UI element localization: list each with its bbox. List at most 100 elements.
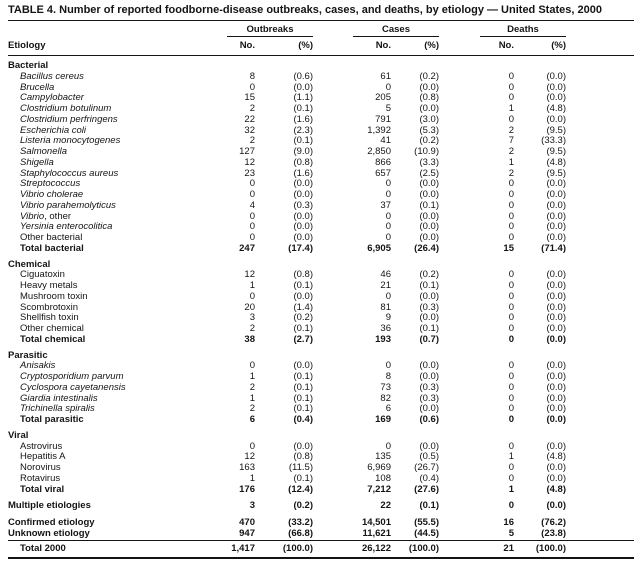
summary-row: Multiple etiologies 3 (0.2) 22 (0.1) 0 (0.0) bbox=[8, 495, 634, 512]
table-row: Trichinella spiralis 2 (0.1) 6 (0.0) 0 (0.0) bbox=[8, 404, 634, 415]
value-cell: (0.1) bbox=[293, 393, 313, 404]
row-spacer bbox=[566, 313, 634, 324]
value-cell: (0.0) bbox=[419, 404, 439, 415]
row-label: Multiple etiologies bbox=[8, 500, 91, 512]
value-cell: (23.8) bbox=[541, 528, 566, 539]
column-header-outbreaks-pct: (%) bbox=[255, 37, 313, 56]
value-cell: 12 bbox=[244, 452, 255, 463]
value-cell: (66.8) bbox=[288, 528, 313, 539]
table-row: Clostridium botulinum 2 (0.1) 5 (0.0) 1 (4.8) bbox=[8, 104, 634, 115]
row-label: Bacillus cereus bbox=[20, 71, 84, 82]
row-spacer bbox=[566, 126, 634, 137]
value-cell: (4.8) bbox=[546, 104, 566, 114]
value-cell: (2.7) bbox=[293, 334, 313, 345]
value-cell: (0.0) bbox=[419, 82, 439, 93]
value-cell: (0.0) bbox=[546, 302, 566, 313]
value-cell: (0.0) bbox=[293, 82, 313, 93]
value-cell: 7,212 bbox=[367, 484, 391, 495]
table-row: Cyclospora cayetanensis 2 (0.1) 73 (0.3) 0 (0.… bbox=[8, 383, 634, 394]
value-cell: 61 bbox=[380, 71, 391, 82]
table-body: Bacterial Bacillus cereus 8 (0.6) 61 (0.2) 0 (0… bbox=[8, 56, 634, 560]
value-cell: 0 bbox=[508, 382, 514, 393]
section-total-row: Total bacterial 247 (17.4) 6,905 (26.4) 15 (71… bbox=[8, 244, 634, 255]
value-cell: (0.0) bbox=[546, 71, 566, 82]
row-spacer bbox=[566, 529, 634, 540]
row-spacer bbox=[566, 169, 634, 180]
value-cell: (0.1) bbox=[293, 136, 313, 147]
row-label: Cyclospora cayetanensis bbox=[20, 382, 126, 393]
value-cell: (4.8) bbox=[546, 157, 566, 168]
table-row: Rotavirus 1 (0.1) 108 (0.4) 0 (0.0) bbox=[8, 474, 634, 485]
row-label: Clostridium perfringens bbox=[20, 114, 118, 125]
value-cell: (0.0) bbox=[546, 463, 566, 473]
table-row: Heavy metals 1 (0.1) 21 (0.1) 0 (0.0) bbox=[8, 281, 634, 292]
value-cell: 0 bbox=[508, 93, 514, 104]
value-cell: 2,850 bbox=[367, 147, 391, 157]
value-cell: 3 bbox=[249, 313, 255, 324]
row-label: Total viral bbox=[20, 484, 65, 495]
column-header-etiology: Etiology bbox=[8, 37, 215, 56]
value-cell: 12 bbox=[244, 157, 255, 168]
value-cell: (1.4) bbox=[293, 302, 313, 313]
value-cell: 0 bbox=[385, 179, 391, 190]
row-label: Total parasitic bbox=[20, 415, 84, 425]
value-cell: (0.0) bbox=[546, 211, 566, 222]
value-cell: (0.0) bbox=[419, 179, 439, 190]
value-cell: 6 bbox=[249, 415, 255, 425]
value-cell: 0 bbox=[508, 324, 514, 334]
row-spacer bbox=[566, 93, 634, 104]
value-cell: 135 bbox=[375, 452, 391, 463]
row-label: Campylobacter bbox=[20, 93, 84, 104]
value-cell: 38 bbox=[244, 334, 255, 345]
value-cell: (0.2) bbox=[293, 313, 313, 324]
value-cell: (0.0) bbox=[419, 190, 439, 200]
value-cell: (0.1) bbox=[293, 281, 313, 291]
row-spacer bbox=[566, 485, 634, 496]
row-label: Vibrio, other bbox=[20, 211, 72, 222]
value-cell: 21 bbox=[439, 539, 514, 560]
table-row: Campylobacter 15 (1.1) 205 (0.8) 0 (0.0) bbox=[8, 93, 634, 104]
value-cell: (0.0) bbox=[546, 500, 566, 512]
value-cell: 0 bbox=[508, 404, 514, 415]
value-cell: (0.0) bbox=[546, 200, 566, 211]
row-spacer bbox=[566, 512, 634, 529]
row-label: Other chemical bbox=[20, 324, 84, 334]
table-row: Streptococcus 0 (0.0) 0 (0.0) 0 (0.0) bbox=[8, 179, 634, 190]
value-cell: (0.3) bbox=[293, 200, 313, 211]
value-cell: (9.5) bbox=[546, 125, 566, 136]
value-cell: (0.0) bbox=[546, 93, 566, 104]
value-cell: (0.4) bbox=[293, 415, 313, 425]
value-cell: 193 bbox=[375, 334, 391, 345]
value-cell: 6,905 bbox=[367, 243, 391, 254]
value-cell: (0.7) bbox=[419, 334, 439, 345]
row-label: Shigella bbox=[20, 157, 54, 168]
row-spacer bbox=[566, 335, 634, 346]
value-cell: 37 bbox=[380, 200, 391, 211]
value-cell: 0 bbox=[249, 82, 255, 93]
value-cell: 470 bbox=[239, 517, 255, 528]
value-cell: 0 bbox=[385, 211, 391, 222]
value-cell: 0 bbox=[508, 233, 514, 243]
value-cell: 0 bbox=[508, 222, 514, 233]
row-spacer bbox=[566, 394, 634, 405]
value-cell: 205 bbox=[375, 93, 391, 104]
value-cell: 0 bbox=[249, 211, 255, 222]
value-cell: 0 bbox=[508, 270, 514, 281]
row-spacer bbox=[566, 115, 634, 126]
table-row: Staphylococcus aureus 23 (1.6) 657 (2.5) 2 (9.… bbox=[8, 169, 634, 180]
table-row: Vibrio, other 0 (0.0) 0 (0.0) 0 (0.0) bbox=[8, 212, 634, 223]
value-cell: (4.8) bbox=[546, 484, 566, 495]
row-spacer bbox=[566, 136, 634, 147]
row-label: Ciguatoxin bbox=[20, 270, 65, 281]
table-row: Salmonella 127 (9.0) 2,850 (10.9) 2 (9.5) bbox=[8, 147, 634, 158]
value-cell: 0 bbox=[508, 463, 514, 473]
value-cell: 1 bbox=[508, 452, 514, 463]
table-row: Clostridium perfringens 22 (1.6) 791 (3.0) 0 (… bbox=[8, 115, 634, 126]
value-cell: (26.7) bbox=[414, 463, 439, 473]
value-cell: (0.0) bbox=[293, 233, 313, 243]
value-cell: (100.0) bbox=[391, 539, 439, 560]
row-spacer bbox=[566, 270, 634, 281]
value-cell: 0 bbox=[508, 334, 514, 345]
value-cell: (26.4) bbox=[414, 243, 439, 254]
value-cell: (0.0) bbox=[546, 190, 566, 200]
